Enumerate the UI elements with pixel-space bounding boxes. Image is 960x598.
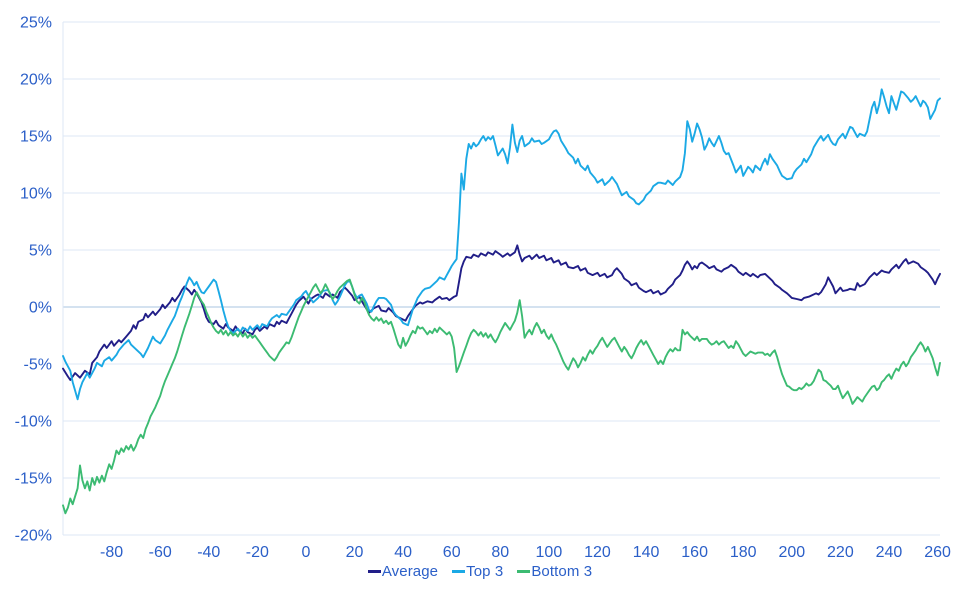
x-tick-label: 200 [778, 544, 805, 561]
x-tick-label: 100 [536, 544, 563, 561]
legend-item-top3: Top 3 [452, 563, 503, 580]
y-tick-label: 15% [20, 129, 52, 146]
x-tick-label: -20 [246, 544, 269, 561]
y-tick-label: 20% [20, 72, 52, 89]
x-tick-label: -60 [149, 544, 172, 561]
average-line-swatch [367, 570, 381, 573]
series-line-average [62, 244, 941, 381]
series-line-top-3 [62, 88, 941, 401]
legend-label-top3: Top 3 [466, 563, 504, 580]
x-tick-label: 260 [924, 544, 951, 561]
y-tick-label: 25% [20, 15, 52, 32]
x-tick-label: 240 [876, 544, 903, 561]
y-tick-label: -20% [15, 528, 52, 545]
x-tick-label: 220 [827, 544, 854, 561]
y-tick-label: 10% [20, 186, 52, 203]
x-tick-label: 80 [491, 544, 509, 561]
x-tick-label: 120 [584, 544, 611, 561]
y-tick-label: -10% [15, 414, 52, 431]
x-tick-label: 0 [301, 544, 310, 561]
chart-legend: Average Top 3 Bottom 3 [0, 563, 960, 580]
series-line-bottom-3 [62, 278, 941, 515]
x-tick-label: -80 [100, 544, 123, 561]
top3-line-swatch [452, 570, 466, 573]
x-tick-label: 160 [681, 544, 708, 561]
legend-item-bottom3: Bottom 3 [517, 563, 592, 580]
legend-label-average: Average [381, 563, 439, 580]
y-tick-label: -5% [24, 357, 52, 374]
x-tick-label: 20 [346, 544, 364, 561]
x-tick-label: 140 [633, 544, 660, 561]
legend-item-average: Average [367, 563, 439, 580]
bottom3-line-swatch [517, 570, 531, 573]
y-tick-label: -15% [15, 471, 52, 488]
y-tick-label: 0% [29, 300, 52, 317]
legend-label-bottom3: Bottom 3 [531, 563, 593, 580]
x-tick-label: -40 [197, 544, 220, 561]
x-tick-label: 60 [443, 544, 461, 561]
x-tick-label: 40 [394, 544, 412, 561]
x-tick-label: 180 [730, 544, 757, 561]
y-tick-label: 5% [29, 243, 52, 260]
